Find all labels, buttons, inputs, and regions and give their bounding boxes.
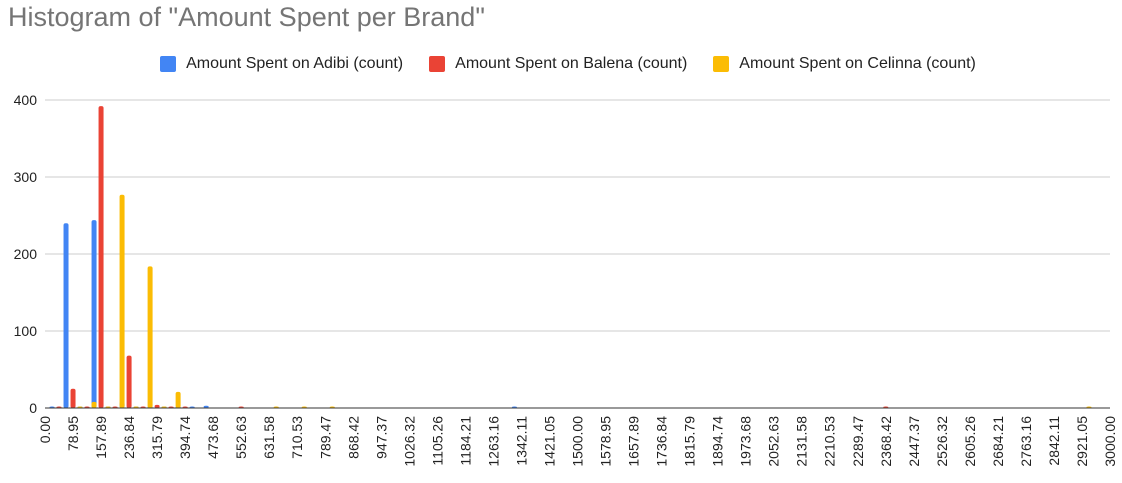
chart-title: Histogram of "Amount Spent per Brand" xyxy=(8,2,485,32)
x-tick-label: 1578.95 xyxy=(598,416,614,467)
legend: Amount Spent on Adibi (count) Amount Spe… xyxy=(0,52,1122,76)
bar-celinna[interactable] xyxy=(119,194,125,408)
x-tick-label: 1342.11 xyxy=(513,416,529,466)
y-tick-label: 200 xyxy=(14,246,38,262)
x-tick-label: 394.74 xyxy=(177,416,193,459)
x-tick-label: 1105.26 xyxy=(429,416,445,466)
legend-label-balena: Amount Spent on Balena (count) xyxy=(455,55,688,72)
x-tick-label: 552.63 xyxy=(233,416,249,459)
x-tick-label: 2842.11 xyxy=(1046,416,1062,466)
x-tick-label: 2368.42 xyxy=(878,416,894,467)
x-tick-label: 2763.16 xyxy=(1018,416,1034,467)
x-tick-label: 315.79 xyxy=(149,416,165,459)
x-tick-label: 1736.84 xyxy=(654,416,670,467)
bar-adibi[interactable] xyxy=(63,223,69,408)
x-tick-label: 710.53 xyxy=(289,416,305,459)
x-tick-label: 2131.58 xyxy=(794,416,810,467)
legend-item-balena[interactable]: Amount Spent on Balena (count) xyxy=(429,55,687,73)
x-tick-label: 1421.05 xyxy=(541,416,557,467)
legend-swatch-adibi xyxy=(160,56,177,72)
bar-adibi[interactable] xyxy=(203,405,209,408)
x-tick-label: 1657.89 xyxy=(626,416,642,467)
legend-swatch-balena xyxy=(429,56,446,72)
x-tick-label: 2684.21 xyxy=(990,416,1006,467)
bar-balena[interactable] xyxy=(98,106,104,408)
x-tick-label: 1894.74 xyxy=(710,416,726,467)
x-tick-label: 473.68 xyxy=(205,416,221,459)
x-tick-label: 2210.53 xyxy=(822,416,838,467)
x-tick-label: 789.47 xyxy=(317,416,333,459)
x-tick-label: 3000.00 xyxy=(1102,416,1118,467)
bar-celinna[interactable] xyxy=(91,401,97,408)
y-tick-label: 0 xyxy=(29,400,37,416)
x-tick-label: 947.37 xyxy=(373,416,389,459)
x-tick-label: 2605.26 xyxy=(962,416,978,467)
x-tick-label: 1184.21 xyxy=(457,416,473,466)
y-tick-label: 400 xyxy=(14,92,38,108)
y-tick-label: 100 xyxy=(14,323,38,339)
x-tick-label: 2526.32 xyxy=(934,416,950,467)
x-tick-label: 236.84 xyxy=(121,416,137,459)
x-tick-label: 1263.16 xyxy=(485,416,501,467)
x-tick-label: 78.95 xyxy=(65,416,81,451)
grid-lines xyxy=(45,99,1110,332)
bars xyxy=(49,106,1092,408)
x-tick-label: 2289.47 xyxy=(850,416,866,467)
bar-balena[interactable] xyxy=(154,404,160,408)
legend-label-adibi: Amount Spent on Adibi (count) xyxy=(186,55,404,72)
bar-celinna[interactable] xyxy=(147,266,153,408)
x-tick-label: 868.42 xyxy=(345,416,361,459)
legend-swatch-celinna xyxy=(713,56,730,72)
bar-balena[interactable] xyxy=(126,355,132,408)
legend-item-adibi[interactable]: Amount Spent on Adibi (count) xyxy=(160,55,403,73)
x-tick-label: 1973.68 xyxy=(738,416,754,467)
x-tick-label: 631.58 xyxy=(261,416,277,459)
y-axis-labels: 0 100 200 300 400 xyxy=(14,92,38,416)
x-tick-label: 2447.37 xyxy=(906,416,922,467)
bar-celinna[interactable] xyxy=(175,391,181,408)
legend-item-celinna[interactable]: Amount Spent on Celinna (count) xyxy=(713,55,976,73)
x-tick-label: 1500.00 xyxy=(570,416,586,467)
x-tick-label: 2052.63 xyxy=(766,416,782,467)
x-tick-label: 1026.32 xyxy=(401,416,417,467)
x-tick-label: 1815.79 xyxy=(682,416,698,467)
y-tick-label: 300 xyxy=(14,169,38,185)
x-axis-labels: 0.00 78.95 157.89 236.84 315.79 394.74 473.68 5… xyxy=(37,416,1118,467)
x-tick-label: 2921.05 xyxy=(1074,416,1090,467)
bar-adibi[interactable] xyxy=(91,220,97,408)
bar-balena[interactable] xyxy=(70,388,76,408)
x-tick-label: 0.00 xyxy=(37,416,53,443)
x-tick-label: 157.89 xyxy=(93,416,109,459)
legend-label-celinna: Amount Spent on Celinna (count) xyxy=(739,55,976,72)
